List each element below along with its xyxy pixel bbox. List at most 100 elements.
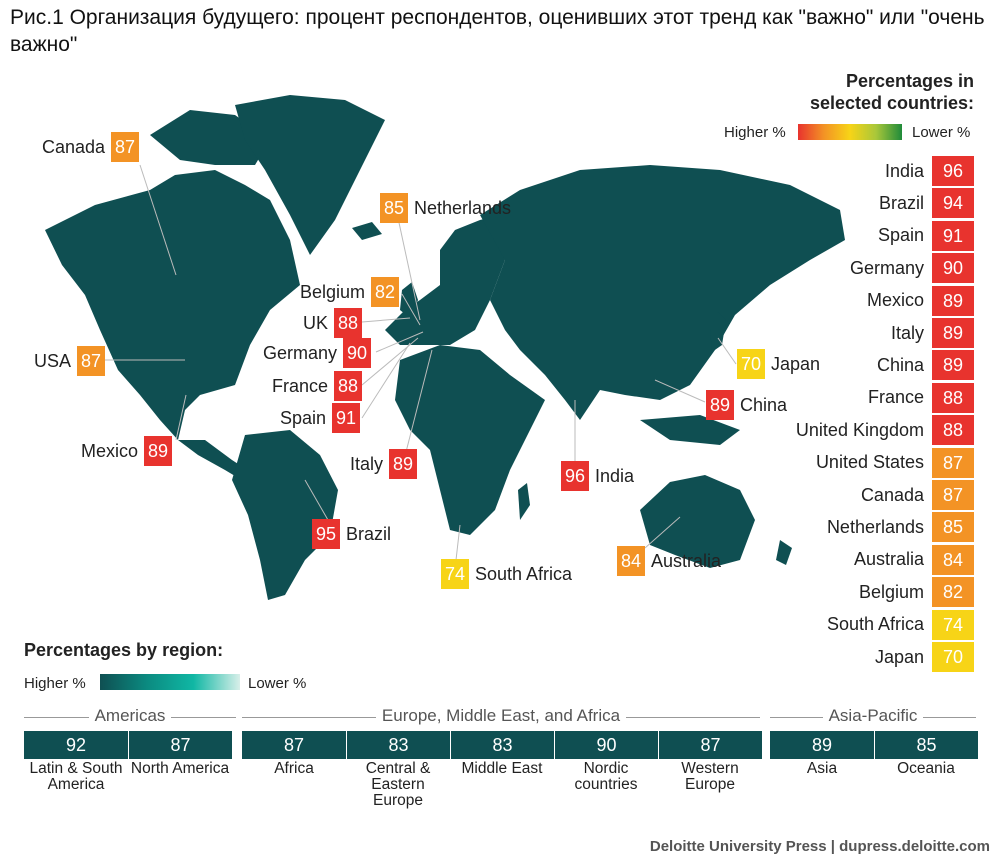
region-value-cell: 83 bbox=[347, 731, 450, 759]
north-america-shape bbox=[45, 170, 300, 440]
map-label-spain: Spain 91 bbox=[280, 403, 361, 433]
map-label-belgium: Belgium 82 bbox=[300, 277, 400, 307]
map-label-value-badge: 88 bbox=[334, 371, 363, 401]
region-legend-low: Lower % bbox=[248, 675, 307, 692]
madagascar-shape bbox=[518, 483, 530, 520]
region-label: Western Europe bbox=[681, 760, 739, 793]
map-label-canada: Canada 87 bbox=[42, 132, 140, 162]
map-label-name: Canada bbox=[42, 136, 106, 157]
map-label-name: USA bbox=[34, 350, 72, 371]
ranking-value-bar: 88 bbox=[932, 415, 974, 446]
map-label-usa: USA 87 bbox=[34, 346, 106, 376]
map-label-name: Australia bbox=[651, 550, 722, 571]
ranking-country-label: China bbox=[876, 354, 924, 375]
map-label-germany: Germany 90 bbox=[263, 338, 372, 368]
australia-shape bbox=[640, 475, 755, 568]
ranking-value-bar: 89 bbox=[932, 318, 974, 348]
map-label-value-badge: 87 bbox=[77, 346, 106, 376]
map-label-name: India bbox=[595, 465, 635, 486]
ranking-country-label: Mexico bbox=[866, 290, 924, 311]
ranking-row: United Kingdom 88 bbox=[795, 415, 974, 446]
map-label-name: Japan bbox=[771, 353, 821, 374]
map-label-india: 96 India bbox=[561, 461, 634, 491]
region-value-cell: 92 bbox=[24, 731, 128, 759]
map-label-japan: 70 Japan bbox=[737, 349, 820, 379]
ranking-country-label: India bbox=[884, 160, 924, 181]
ranking-row: Italy 89 bbox=[891, 318, 974, 348]
map-label-name: Brazil bbox=[346, 523, 392, 544]
ranking-value-bar: 91 bbox=[932, 220, 974, 251]
ranking-country-label: France bbox=[867, 387, 924, 408]
region-label: Asia bbox=[806, 760, 838, 777]
ranking-row: Netherlands 85 bbox=[827, 512, 974, 543]
map-label-value-badge: 89 bbox=[389, 449, 418, 479]
region-value-cell: 90 bbox=[555, 731, 658, 759]
map-label-france: France 88 bbox=[272, 371, 363, 401]
ranking-row: Japan 70 bbox=[875, 642, 974, 672]
ranking-country-label: Germany bbox=[849, 257, 924, 278]
region-title: Percentages by region: bbox=[24, 640, 224, 660]
ranking-country-label: Belgium bbox=[858, 581, 924, 602]
europe-shape bbox=[385, 215, 505, 345]
region-value-cell: 85 bbox=[875, 731, 978, 759]
ranking-value-bar: 90 bbox=[932, 253, 974, 284]
ranking-country-label: United States bbox=[815, 452, 924, 473]
map-label-south-africa: 74 South Africa bbox=[441, 559, 572, 589]
region-value-cell: 87 bbox=[659, 731, 762, 759]
region-label: Africa bbox=[274, 760, 314, 777]
ranking-country-label: United Kingdom bbox=[795, 419, 924, 440]
map-label-value-badge: 89 bbox=[144, 436, 173, 466]
ranking-row: Spain 91 bbox=[877, 220, 974, 251]
map-label-value-badge: 70 bbox=[737, 349, 765, 379]
iceland-shape bbox=[352, 222, 382, 240]
map-label-value-badge: 89 bbox=[706, 390, 734, 420]
ranking-country-label: Japan bbox=[874, 646, 924, 667]
ranking-country-label: Australia bbox=[853, 549, 924, 570]
arctic-islands-shape bbox=[150, 110, 270, 165]
ranking-row: Brazil 94 bbox=[878, 188, 974, 219]
map-label-name: Spain bbox=[280, 407, 327, 428]
map-label-value-badge: 84 bbox=[617, 546, 645, 576]
ranking-value-bar: 74 bbox=[932, 609, 974, 640]
ranking-country-label: Canada bbox=[860, 484, 924, 505]
map-label-name: UK bbox=[303, 312, 329, 333]
map-label-value-badge: 82 bbox=[371, 277, 400, 307]
ranking-value-bar: 89 bbox=[932, 350, 974, 381]
map-label-name: Italy bbox=[350, 453, 384, 474]
ranking-row: South Africa 74 bbox=[826, 609, 974, 640]
ranking-country-label: Italy bbox=[890, 322, 924, 343]
ranking-country-label: South Africa bbox=[826, 614, 924, 635]
ranking-row: Germany 90 bbox=[849, 253, 974, 284]
ranking-value-bar: 87 bbox=[932, 480, 974, 510]
region-label: Central & Eastern Europe bbox=[365, 760, 431, 809]
ranking-row: Canada 87 bbox=[861, 480, 974, 510]
japan-shape bbox=[710, 312, 726, 352]
se-asia-islands-shape bbox=[640, 415, 740, 445]
map-label-mexico: Mexico 89 bbox=[81, 436, 173, 466]
map-label-italy: Italy 89 bbox=[350, 449, 418, 479]
region-value-cell: 83 bbox=[451, 731, 554, 759]
region-label: Middle East bbox=[461, 760, 543, 777]
region-label: North America bbox=[130, 760, 230, 777]
ranking-value-bar: 94 bbox=[932, 188, 974, 219]
ranking-country-label: Spain bbox=[877, 225, 924, 246]
map-label-value-badge: 96 bbox=[561, 461, 589, 491]
africa-shape bbox=[395, 345, 545, 535]
region-label: Latin & South America bbox=[29, 760, 123, 793]
ranking-row: Australia 84 bbox=[853, 544, 974, 575]
country-legend-gradient bbox=[798, 124, 902, 140]
region-group-name: Americas bbox=[88, 706, 172, 726]
map-label-name: China bbox=[740, 394, 788, 415]
map-label-china: 89 China bbox=[706, 390, 787, 420]
ranking-row: Mexico 89 bbox=[866, 285, 974, 316]
new-zealand-shape bbox=[776, 540, 792, 565]
ranking-value-bar: 70 bbox=[932, 642, 974, 672]
map-label-name: South Africa bbox=[475, 563, 573, 584]
ranking-value-bar: 88 bbox=[932, 382, 974, 413]
map-label-value-badge: 90 bbox=[343, 338, 372, 368]
map-label-name: Germany bbox=[263, 342, 338, 363]
ranking-value-bar: 89 bbox=[932, 285, 974, 316]
region-group-name: Asia-Pacific bbox=[822, 706, 924, 726]
map-label-value-badge: 87 bbox=[111, 132, 140, 162]
ranking-country-label: Brazil bbox=[878, 192, 924, 213]
